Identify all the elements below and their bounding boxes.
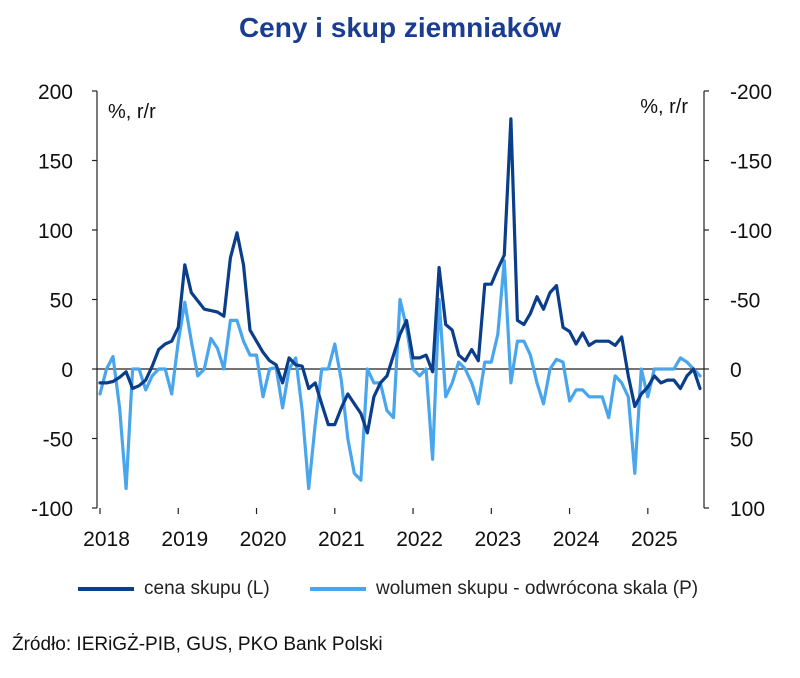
- right-tick-label: -200: [730, 81, 772, 104]
- x-tick-label: 2024: [553, 528, 600, 551]
- series-line-cena-skupu: [98, 117, 702, 435]
- right-tick-label: -50: [730, 290, 760, 313]
- x-tick-label: 2021: [318, 528, 365, 551]
- left-tick-label: 100: [38, 220, 73, 243]
- legend-item-cena: cena skupu (L): [78, 578, 270, 600]
- series-line-wolumen-skupu: [98, 259, 702, 491]
- legend: cena skupu (L) wolumen skupu - odwrócona…: [0, 578, 800, 608]
- legend-swatch-wolumen: [310, 587, 366, 591]
- x-tick-label: 2020: [240, 528, 287, 551]
- x-tick-label: 2018: [83, 528, 130, 551]
- left-tick-label: 150: [38, 151, 73, 174]
- label-layer: %, r/r %, r/r: [108, 96, 688, 123]
- right-tick-label: -150: [730, 151, 772, 174]
- x-tick-label: 2022: [396, 528, 443, 551]
- right-tick-label: 100: [730, 498, 765, 521]
- left-axis-unit: %, r/r: [108, 101, 156, 123]
- x-tick-label: 2023: [474, 528, 521, 551]
- left-tick-label: -50: [43, 429, 73, 452]
- legend-item-wolumen: wolumen skupu - odwrócona skala (P): [310, 578, 698, 600]
- legend-label-wolumen: wolumen skupu - odwrócona skala (P): [376, 578, 699, 599]
- right-axis-unit: %, r/r: [640, 96, 688, 118]
- chart-area: 200 150 100 50 0 -50 -100 -200 -150 -100 -50 0 50 100…: [31, 81, 772, 551]
- series-layer: [98, 117, 702, 491]
- legend-label-cena: cena skupu (L): [144, 578, 270, 599]
- right-tick-label: 50: [730, 429, 753, 452]
- x-tick-label: 2025: [631, 528, 678, 551]
- x-tick-label: 2019: [161, 528, 208, 551]
- chart-title: Ceny i skup ziemniaków: [238, 12, 562, 43]
- left-tick-label: 200: [38, 81, 73, 104]
- legend-swatch-cena: [78, 587, 134, 591]
- right-tick-label: -100: [730, 220, 772, 243]
- left-tick-label: -100: [31, 498, 73, 521]
- axes-layer: 200 150 100 50 0 -50 -100 -200 -150 -100 -50 0 50 100…: [31, 81, 772, 551]
- left-tick-label: 50: [50, 290, 73, 313]
- right-tick-label: 0: [730, 359, 742, 382]
- source-note: Źródło: IERiGŻ-PIB, GUS, PKO Bank Polski: [12, 634, 383, 655]
- left-tick-label: 0: [61, 359, 73, 382]
